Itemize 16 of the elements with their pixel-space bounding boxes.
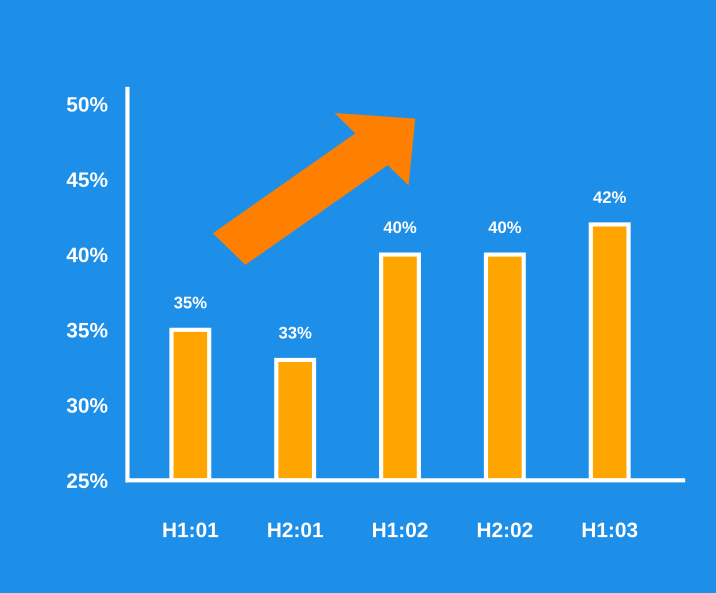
data-label: 40% — [384, 221, 416, 234]
data-label: 33% — [278, 326, 312, 339]
x-tick-label: H2:01 — [268, 522, 323, 538]
y-tick-label: 25% — [67, 473, 108, 488]
x-tick-label: H1:02 — [373, 522, 428, 538]
y-tick-label: 40% — [66, 248, 108, 262]
data-label: 35% — [174, 296, 207, 308]
y-tick-label: 45% — [66, 172, 108, 188]
x-tick-label: H1:01 — [163, 522, 218, 538]
y-tick-label: 35% — [66, 322, 108, 338]
data-label: 42% — [593, 191, 626, 204]
y-tick-label: 30% — [66, 398, 108, 413]
y-tick-label: 50% — [66, 97, 108, 112]
x-tick-label: H2:02 — [478, 522, 532, 538]
x-tick-label: H1:03 — [582, 522, 638, 538]
data-label: 40% — [488, 221, 522, 234]
